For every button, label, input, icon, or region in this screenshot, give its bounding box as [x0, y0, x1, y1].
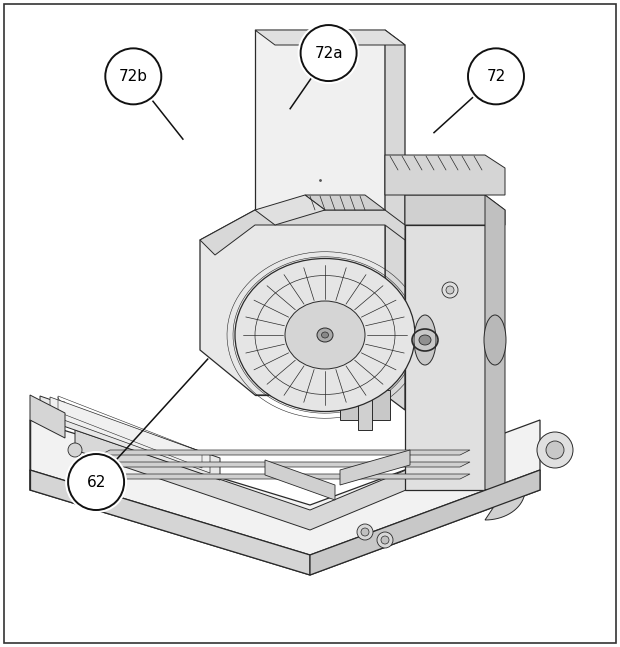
Circle shape — [68, 454, 124, 510]
Polygon shape — [385, 30, 405, 410]
Polygon shape — [305, 195, 385, 210]
Circle shape — [537, 432, 573, 468]
Polygon shape — [30, 470, 540, 575]
Circle shape — [102, 45, 164, 107]
Polygon shape — [75, 430, 490, 530]
Polygon shape — [30, 420, 540, 555]
Ellipse shape — [235, 259, 415, 411]
Polygon shape — [50, 397, 210, 473]
Circle shape — [301, 25, 356, 81]
Text: 62: 62 — [86, 474, 106, 490]
Circle shape — [468, 49, 524, 104]
Circle shape — [68, 443, 82, 457]
Polygon shape — [30, 395, 65, 438]
Circle shape — [465, 45, 527, 107]
Circle shape — [105, 49, 161, 104]
Circle shape — [361, 528, 369, 536]
Polygon shape — [358, 365, 372, 430]
Circle shape — [65, 451, 127, 513]
Polygon shape — [200, 210, 405, 255]
Polygon shape — [255, 30, 405, 45]
Circle shape — [546, 441, 564, 459]
Text: 72: 72 — [486, 69, 506, 84]
Ellipse shape — [419, 335, 431, 345]
Circle shape — [377, 532, 393, 548]
Text: 72a: 72a — [314, 45, 343, 61]
Polygon shape — [100, 474, 470, 479]
Ellipse shape — [285, 301, 365, 369]
Polygon shape — [30, 470, 310, 575]
Polygon shape — [425, 315, 495, 365]
Polygon shape — [485, 490, 525, 520]
Circle shape — [298, 22, 360, 84]
Polygon shape — [485, 195, 505, 490]
Ellipse shape — [322, 332, 329, 338]
Polygon shape — [310, 470, 540, 575]
Circle shape — [442, 282, 458, 298]
Ellipse shape — [414, 315, 436, 365]
Circle shape — [446, 286, 454, 294]
Polygon shape — [255, 30, 385, 395]
Polygon shape — [100, 450, 470, 455]
Ellipse shape — [484, 315, 506, 365]
Circle shape — [381, 536, 389, 544]
Polygon shape — [405, 195, 505, 225]
Polygon shape — [100, 462, 470, 467]
Circle shape — [357, 524, 373, 540]
Polygon shape — [385, 155, 505, 195]
Polygon shape — [255, 195, 325, 225]
Polygon shape — [340, 390, 390, 420]
Text: ereplacementparts.com: ereplacementparts.com — [219, 353, 401, 367]
Polygon shape — [40, 396, 220, 480]
Ellipse shape — [317, 328, 333, 342]
Polygon shape — [340, 450, 410, 485]
Text: 72b: 72b — [119, 69, 148, 84]
Polygon shape — [200, 210, 385, 395]
Polygon shape — [265, 460, 335, 500]
Polygon shape — [405, 225, 485, 490]
